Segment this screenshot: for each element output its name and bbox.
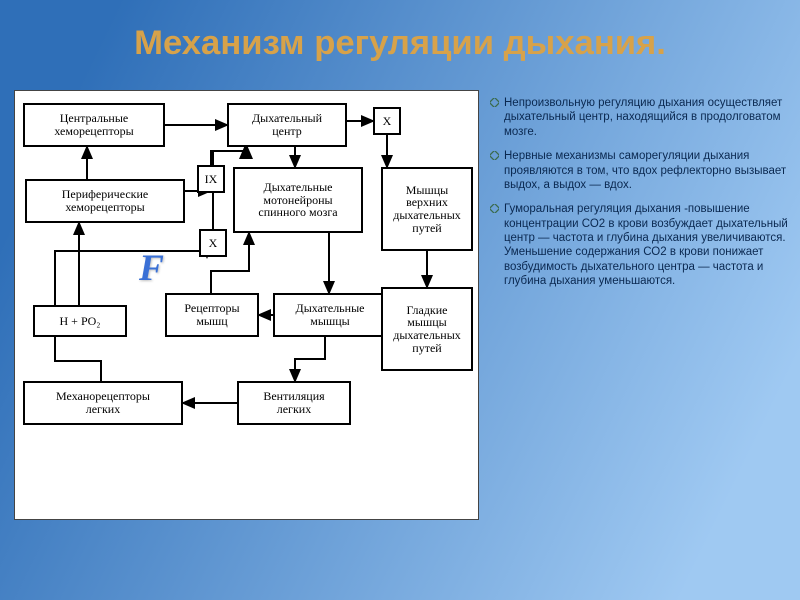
- flowchart-node-upper-muscles: Мышцыверхнихдыхательныхпутей: [381, 167, 473, 251]
- flowchart-node-smooth-muscles: Гладкиемышцыдыхательныхпутей: [381, 287, 473, 371]
- flowchart-node-cn-ix: IX: [197, 165, 225, 193]
- bullet-text: Непроизвольную регуляцию дыхания осущест…: [504, 97, 782, 138]
- bullet-list: Непроизвольную регуляцию дыхания осущест…: [490, 96, 790, 299]
- flowchart-node-cn-x: X: [373, 107, 401, 135]
- slide-title: Механизм регуляции дыхания.: [50, 24, 750, 63]
- flowchart-node-motoneurons: Дыхательныемотонейроныспинного мозга: [233, 167, 363, 233]
- bullet-text: Гуморальная регуляция дыхания -повышение…: [504, 203, 788, 287]
- f-badge-icon: F: [139, 247, 164, 290]
- flowchart-node-periph-chemo: Периферическиехеморецепторы: [25, 179, 185, 223]
- flowchart-node-resp-muscles: Дыхательныемышцы: [273, 293, 387, 337]
- bullet-item: Нервные механизмы саморегуляции дыхания …: [490, 149, 790, 192]
- slide: Механизм регуляции дыхания. F Центральны…: [0, 0, 800, 600]
- bullet-icon: [490, 98, 499, 107]
- bullet-icon: [490, 151, 499, 160]
- bullet-icon: [490, 204, 499, 213]
- bullet-item: Гуморальная регуляция дыхания -повышение…: [490, 202, 790, 288]
- flowchart-node-cn-x2: X: [199, 229, 227, 257]
- flowchart-diagram: F Центральныехеморецепторы Дыхательныйцен…: [14, 90, 479, 520]
- flowchart-node-resp-center: Дыхательныйцентр: [227, 103, 347, 147]
- flowchart-node-ventilation: Вентиляциялегких: [237, 381, 351, 425]
- flowchart-node-muscle-recept: Рецепторымышц: [165, 293, 259, 337]
- flowchart-node-lung-mechano: Механорецепторылегких: [23, 381, 183, 425]
- flowchart-node-central-chemo: Центральныехеморецепторы: [23, 103, 165, 147]
- bullet-item: Непроизвольную регуляцию дыхания осущест…: [490, 96, 790, 139]
- flowchart-node-h-po2: H + PO₂: [33, 305, 127, 337]
- bullet-text: Нервные механизмы саморегуляции дыхания …: [504, 150, 786, 191]
